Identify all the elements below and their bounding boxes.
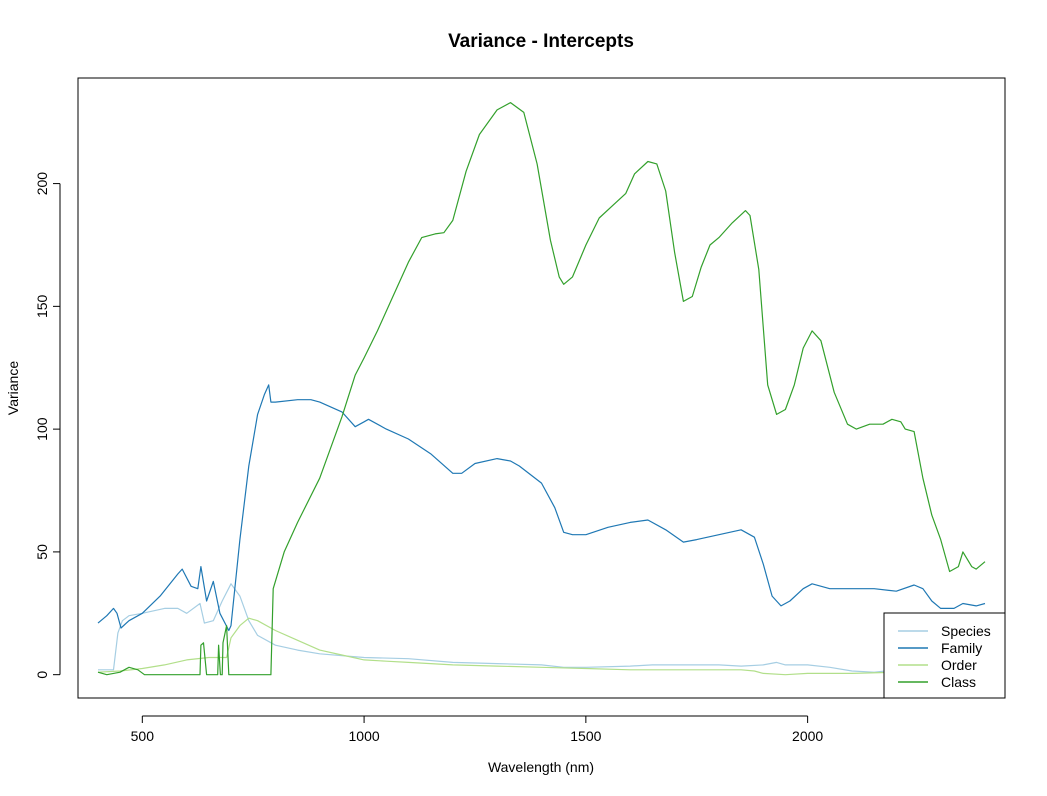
series-line-species — [98, 583, 985, 673]
x-tick-label: 1000 — [349, 728, 380, 744]
legend-box — [883, 612, 1006, 699]
chart-title: Variance - Intercepts — [448, 31, 634, 52]
legend-label-class: Class — [941, 674, 976, 690]
plot-frame — [77, 77, 1006, 699]
y-axis-label: Variance — [5, 361, 21, 415]
x-tick-label: 1500 — [570, 728, 601, 744]
legend-label-family: Family — [941, 640, 982, 656]
x-tick-label: 500 — [131, 728, 155, 744]
y-axis: 0 50 100 150 200 — [34, 172, 61, 679]
x-axis-label: Wavelength (nm) — [488, 759, 594, 775]
legend-label-species: Species — [941, 623, 991, 639]
x-axis: 500 1000 1500 2000 — [131, 715, 823, 744]
x-tick-label: 2000 — [792, 728, 823, 744]
series-layer — [97, 102, 986, 676]
y-tick-label: 50 — [34, 544, 50, 560]
legend-label-order: Order — [941, 657, 977, 673]
y-tick-label: 0 — [34, 671, 50, 679]
series-line-class — [97, 102, 986, 676]
y-tick-label: 100 — [34, 417, 50, 441]
series-line-family — [97, 384, 986, 632]
series-line-order — [97, 617, 985, 676]
y-tick-label: 200 — [34, 172, 50, 196]
y-tick-label: 150 — [34, 294, 50, 318]
